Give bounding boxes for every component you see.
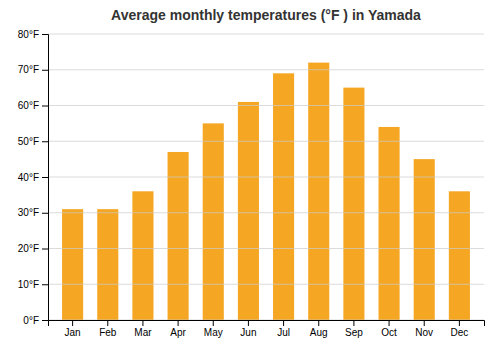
tick-label: Mar xyxy=(134,327,152,338)
tick-mark xyxy=(72,320,73,326)
tick: 20°F xyxy=(18,243,48,254)
tick-label: Nov xyxy=(415,327,433,338)
tick-label: 40°F xyxy=(18,172,39,183)
grid-line xyxy=(48,141,484,142)
tick-label: 50°F xyxy=(18,136,39,147)
tick-label: May xyxy=(204,327,223,338)
bar xyxy=(449,191,470,320)
tick-mark xyxy=(353,320,354,326)
tick-label: 20°F xyxy=(18,243,39,254)
grid-line xyxy=(48,248,484,249)
tick: Jul xyxy=(277,320,290,338)
tick: 70°F xyxy=(18,64,48,75)
tick-label: Jun xyxy=(240,327,256,338)
tick: Nov xyxy=(415,320,433,338)
tick-label: 70°F xyxy=(18,64,39,75)
tick-mark xyxy=(42,34,48,35)
tick: Mar xyxy=(134,320,152,338)
bar xyxy=(343,88,364,320)
tick-label: Apr xyxy=(170,327,186,338)
bar xyxy=(97,209,118,320)
grid-line xyxy=(48,69,484,70)
bar xyxy=(273,73,294,320)
tick: Aug xyxy=(310,320,328,338)
grid-line xyxy=(48,105,484,106)
tick-label: Oct xyxy=(381,327,397,338)
tick-label: Sep xyxy=(345,327,363,338)
bar xyxy=(379,127,400,320)
tick-mark xyxy=(248,320,249,326)
tick-mark xyxy=(42,284,48,285)
tick: 10°F xyxy=(18,279,48,290)
tick-mark xyxy=(389,320,390,326)
tick-label: 30°F xyxy=(18,207,39,218)
chart: 0°F 10°F 20°F 30°F 40°F 50°F 60°F 70°F 80°F Jan Fe… xyxy=(0,0,500,350)
tick-mark xyxy=(42,141,48,142)
tick-mark xyxy=(424,320,425,326)
tick: 60°F xyxy=(18,100,48,111)
tick: Apr xyxy=(170,320,186,338)
tick-label: Dec xyxy=(450,327,468,338)
tick-label: 10°F xyxy=(18,279,39,290)
bar xyxy=(132,191,153,320)
tick-mark xyxy=(213,320,214,326)
axis-line xyxy=(42,35,49,321)
y-axis: 0°F 10°F 20°F 30°F 40°F 50°F 60°F 70°F 80°F xyxy=(18,29,49,326)
tick-label: 0°F xyxy=(23,315,39,326)
bar xyxy=(238,102,259,320)
bar xyxy=(308,63,329,320)
tick-mark xyxy=(42,70,48,71)
tick-label: Aug xyxy=(310,327,328,338)
grid-line xyxy=(48,177,484,178)
tick-mark xyxy=(42,320,48,321)
tick: 0°F xyxy=(23,315,48,326)
tick: Jun xyxy=(240,320,256,338)
tick: 30°F xyxy=(18,207,48,218)
bar xyxy=(414,159,435,320)
tick-mark xyxy=(142,320,143,326)
tick-mark xyxy=(42,177,48,178)
tick: Jan xyxy=(65,320,81,338)
tick: 50°F xyxy=(18,136,48,147)
tick: Feb xyxy=(99,320,117,338)
bars xyxy=(62,63,470,320)
tick-label: Feb xyxy=(99,327,117,338)
tick-label: Jul xyxy=(277,327,290,338)
tick-mark xyxy=(178,320,179,326)
plot: 0°F 10°F 20°F 30°F 40°F 50°F 60°F 70°F 80°F Jan Fe… xyxy=(18,29,485,338)
tick-mark xyxy=(42,249,48,250)
tick: Oct xyxy=(381,320,397,338)
grid-line xyxy=(48,284,484,285)
tick: Sep xyxy=(345,320,363,338)
tick-mark xyxy=(42,106,48,107)
grid xyxy=(48,34,484,320)
title: Average monthly temperatures (°F ) in Ya… xyxy=(111,7,421,23)
tick-label: Jan xyxy=(65,327,81,338)
tick: May xyxy=(204,320,223,338)
tick-mark xyxy=(318,320,319,326)
tick: Dec xyxy=(450,320,468,338)
bar xyxy=(62,209,83,320)
x-axis: Jan Feb Mar Apr May Jun Jul Aug Sep Oct Nov Dec xyxy=(49,320,485,338)
grid-line xyxy=(48,34,484,35)
tick: 80°F xyxy=(18,29,48,40)
tick-label: 60°F xyxy=(18,100,39,111)
axis-line xyxy=(49,321,485,327)
tick-mark xyxy=(283,320,284,326)
grid-line xyxy=(48,212,484,213)
tick-mark xyxy=(107,320,108,326)
tick: 40°F xyxy=(18,172,48,183)
bar xyxy=(203,123,224,320)
tick-label: 80°F xyxy=(18,29,39,40)
tick-mark xyxy=(459,320,460,326)
tick-mark xyxy=(42,213,48,214)
